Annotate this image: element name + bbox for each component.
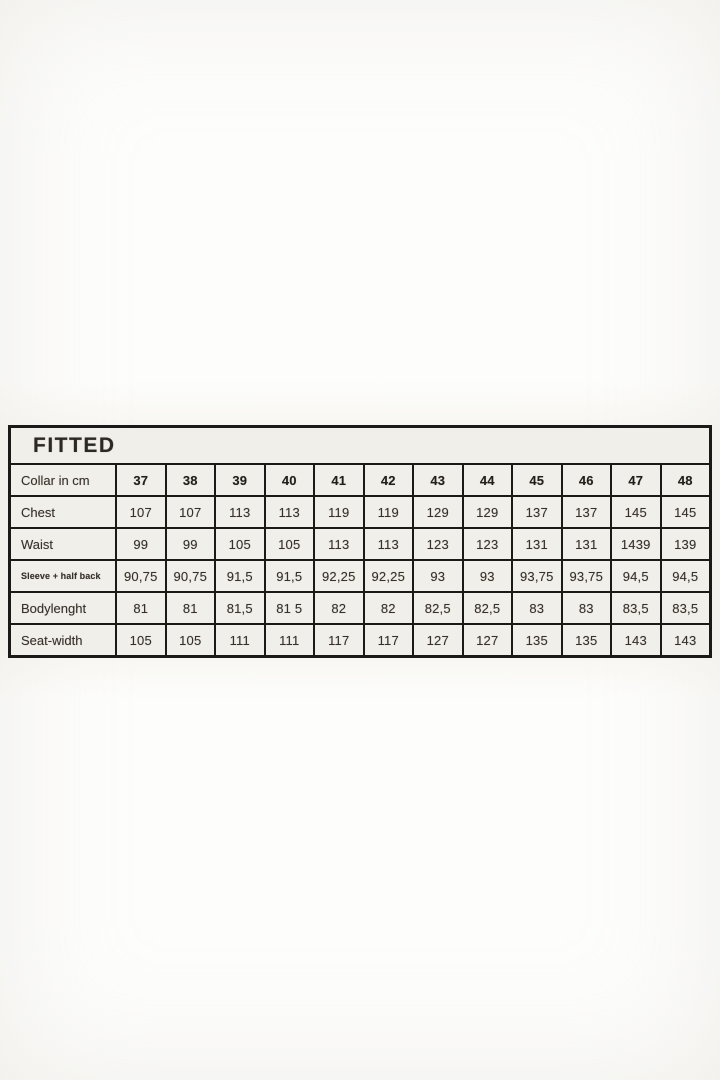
cell-value: 94,5 bbox=[661, 561, 709, 591]
cell-value: 92,25 bbox=[364, 561, 412, 591]
cell-value: 105 bbox=[166, 625, 214, 655]
cell-value: 111 bbox=[265, 625, 313, 655]
table-row-collar-in-cm: Collar in cm 37 38 39 40 41 42 43 44 45 46 47 48 bbox=[11, 465, 709, 495]
cell-value: 41 bbox=[315, 465, 363, 495]
cell-value: 113 bbox=[216, 497, 264, 527]
cell-value: 127 bbox=[463, 625, 511, 655]
cell-value: 123 bbox=[463, 529, 511, 559]
cell-value: 99 bbox=[166, 529, 214, 559]
cell-value: 38 bbox=[166, 465, 214, 495]
cell-value: 82,5 bbox=[463, 593, 511, 623]
cell-value: 83 bbox=[513, 593, 561, 623]
cell-value: 117 bbox=[364, 625, 412, 655]
cell-value: 94,5 bbox=[612, 561, 660, 591]
cell-value: 93 bbox=[463, 561, 511, 591]
cell-value: 143 bbox=[661, 625, 709, 655]
cell-value: 129 bbox=[463, 497, 511, 527]
table-row-bodylenght: Bodylenght 81 81 81,5 81 5 82 82 82,5 82,5 83 83 83… bbox=[11, 593, 709, 623]
cell-value: 83,5 bbox=[661, 593, 709, 623]
cell-value: 81 bbox=[166, 593, 214, 623]
size-chart-table: FITTED Collar in cm 37 38 39 40 41 42 43 44 45 46 4… bbox=[8, 425, 712, 658]
cell-value: 145 bbox=[612, 497, 660, 527]
cell-value: 42 bbox=[364, 465, 412, 495]
cell-value: 37 bbox=[117, 465, 165, 495]
table-row-seat-width: Seat-width 105 105 111 111 117 117 127 127 135 135… bbox=[11, 625, 709, 655]
cell-value: 129 bbox=[414, 497, 462, 527]
cell-value: 83,5 bbox=[612, 593, 660, 623]
table-title: FITTED bbox=[33, 433, 116, 457]
cell-value: 105 bbox=[117, 625, 165, 655]
cell-value: 107 bbox=[117, 497, 165, 527]
cell-value: 82,5 bbox=[414, 593, 462, 623]
cell-value: 111 bbox=[216, 625, 264, 655]
cell-value: 46 bbox=[562, 465, 610, 495]
cell-value: 119 bbox=[315, 497, 363, 527]
cell-value: 105 bbox=[216, 529, 264, 559]
cell-value: 113 bbox=[265, 497, 313, 527]
cell-value: 127 bbox=[414, 625, 462, 655]
cell-value: 119 bbox=[364, 497, 412, 527]
cell-value: 91,5 bbox=[216, 561, 264, 591]
cell-value: 137 bbox=[562, 497, 610, 527]
cell-value: 40 bbox=[265, 465, 313, 495]
row-label: Sleeve + half back bbox=[11, 561, 115, 591]
table-title-row: FITTED bbox=[11, 428, 709, 463]
cell-value: 92,25 bbox=[315, 561, 363, 591]
cell-value: 131 bbox=[562, 529, 610, 559]
table-row-waist: Waist 99 99 105 105 113 113 123 123 131 131 1439 139 bbox=[11, 529, 709, 559]
cell-value: 48 bbox=[661, 465, 709, 495]
cell-value: 83 bbox=[562, 593, 610, 623]
cell-value: 45 bbox=[513, 465, 561, 495]
cell-value: 117 bbox=[315, 625, 363, 655]
cell-value: 113 bbox=[315, 529, 363, 559]
cell-value: 1439 bbox=[612, 529, 660, 559]
row-label: Collar in cm bbox=[11, 465, 115, 495]
cell-value: 143 bbox=[612, 625, 660, 655]
cell-value: 47 bbox=[612, 465, 660, 495]
cell-value: 137 bbox=[513, 497, 561, 527]
cell-value: 91,5 bbox=[265, 561, 313, 591]
cell-value: 135 bbox=[513, 625, 561, 655]
cell-value: 90,75 bbox=[166, 561, 214, 591]
cell-value: 93 bbox=[414, 561, 462, 591]
table-row-chest: Chest 107 107 113 113 119 119 129 129 137 137 145 14… bbox=[11, 497, 709, 527]
cell-value: 113 bbox=[364, 529, 412, 559]
cell-value: 81 5 bbox=[265, 593, 313, 623]
cell-value: 81,5 bbox=[216, 593, 264, 623]
table-body: Collar in cm 37 38 39 40 41 42 43 44 45 46 47 48 Ches… bbox=[11, 465, 709, 655]
row-label: Chest bbox=[11, 497, 115, 527]
row-label: Waist bbox=[11, 529, 115, 559]
cell-value: 139 bbox=[661, 529, 709, 559]
cell-value: 107 bbox=[166, 497, 214, 527]
table-row-sleeve-half-back: Sleeve + half back 90,75 90,75 91,5 91,5 92,2… bbox=[11, 561, 709, 591]
cell-value: 81 bbox=[117, 593, 165, 623]
cell-value: 131 bbox=[513, 529, 561, 559]
row-label: Seat-width bbox=[11, 625, 115, 655]
cell-value: 145 bbox=[661, 497, 709, 527]
cell-value: 43 bbox=[414, 465, 462, 495]
cell-value: 93,75 bbox=[562, 561, 610, 591]
cell-value: 39 bbox=[216, 465, 264, 495]
row-label: Bodylenght bbox=[11, 593, 115, 623]
cell-value: 82 bbox=[315, 593, 363, 623]
cell-value: 82 bbox=[364, 593, 412, 623]
cell-value: 99 bbox=[117, 529, 165, 559]
cell-value: 123 bbox=[414, 529, 462, 559]
cell-value: 90,75 bbox=[117, 561, 165, 591]
cell-value: 93,75 bbox=[513, 561, 561, 591]
cell-value: 105 bbox=[265, 529, 313, 559]
cell-value: 44 bbox=[463, 465, 511, 495]
cell-value: 135 bbox=[562, 625, 610, 655]
